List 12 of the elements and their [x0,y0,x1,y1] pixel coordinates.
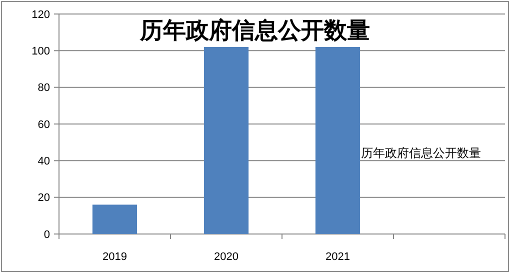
series-label: 历年政府信息公开数量 [361,146,481,160]
y-tick-label: 40 [38,156,50,168]
x-tick-label: 2019 [102,250,127,263]
y-tick-label: 0 [44,228,50,241]
x-tick-label: 2021 [326,250,350,263]
y-tick-label: 120 [32,8,50,21]
x-tick-label: 2020 [214,250,238,263]
chart-title: 历年政府信息公开数量 [139,17,370,44]
y-tick-label: 20 [38,192,50,204]
y-tick-label: 60 [38,118,50,131]
y-tick-label: 80 [38,82,50,94]
y-tick-label: 100 [32,46,50,58]
